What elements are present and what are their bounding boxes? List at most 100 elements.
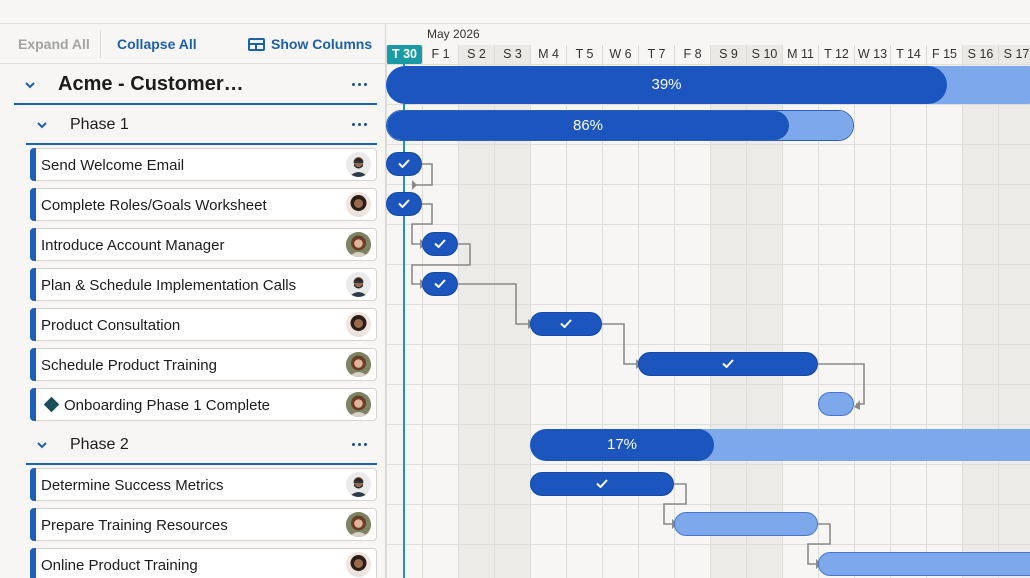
task-bar[interactable] <box>386 192 422 216</box>
task-card[interactable]: Online Product Training <box>30 548 377 578</box>
task-name: Schedule Product Training <box>41 357 217 374</box>
task-card[interactable]: Schedule Product Training <box>30 348 377 381</box>
task-name: Prepare Training Resources <box>41 517 228 534</box>
day-header: S 9 <box>710 45 746 64</box>
milestone-row[interactable]: Onboarding Phase 1 Complete <box>0 385 385 425</box>
task-list-panel: Expand All Collapse All Show Columns Acm… <box>0 24 386 578</box>
woman-redhead-avatar[interactable] <box>346 232 371 257</box>
chevron-down-icon[interactable] <box>36 439 48 451</box>
show-columns-button[interactable]: Show Columns <box>271 36 373 52</box>
day-gridline <box>746 64 747 578</box>
milestone-diamond-icon <box>43 396 60 413</box>
phase-title: Phase 2 <box>70 436 129 453</box>
woman-curly-avatar[interactable] <box>346 552 371 577</box>
day-gridline <box>818 64 819 578</box>
chevron-down-icon[interactable] <box>36 119 48 131</box>
day-header: T 12 <box>818 45 854 64</box>
woman-redhead-avatar[interactable] <box>346 352 371 377</box>
task-accent <box>30 348 36 381</box>
task-card[interactable]: Introduce Account Manager <box>30 228 377 261</box>
weekend-column <box>962 64 998 578</box>
expand-all-button[interactable]: Expand All <box>18 36 90 52</box>
task-row[interactable]: Product Consultation <box>0 305 385 345</box>
phase-row[interactable]: Phase 2 <box>0 425 385 465</box>
row-gridline <box>386 544 1030 545</box>
day-gridline <box>890 64 891 578</box>
man-glasses-avatar[interactable] <box>346 472 371 497</box>
task-row[interactable]: Complete Roles/Goals Worksheet <box>0 185 385 225</box>
woman-curly-avatar[interactable] <box>346 192 371 217</box>
day-gridline <box>710 64 711 578</box>
day-gridline <box>422 64 423 578</box>
task-bar[interactable] <box>674 512 818 536</box>
task-card[interactable]: Plan & Schedule Implementation Calls <box>30 268 377 301</box>
task-row[interactable]: Plan & Schedule Implementation Calls <box>0 265 385 305</box>
task-card[interactable]: Onboarding Phase 1 Complete <box>30 388 377 421</box>
task-card[interactable]: Send Welcome Email <box>30 148 377 181</box>
task-card[interactable]: Complete Roles/Goals Worksheet <box>30 188 377 221</box>
day-gridline <box>494 64 495 578</box>
milestone-bar[interactable] <box>818 392 854 416</box>
phase-summary-bar[interactable]: 17% <box>530 429 1030 461</box>
task-bar[interactable] <box>530 472 674 496</box>
task-bar[interactable] <box>530 312 602 336</box>
task-name: Determine Success Metrics <box>41 477 224 494</box>
task-accent <box>30 508 36 541</box>
summary-percent: 39% <box>651 76 682 93</box>
checkmark-icon <box>434 279 446 288</box>
day-header: S 3 <box>494 45 530 64</box>
day-gridline <box>782 64 783 578</box>
task-row[interactable]: Introduce Account Manager <box>0 225 385 265</box>
day-gridline <box>926 64 927 578</box>
weekend-column <box>746 64 782 578</box>
phase-summary-bar[interactable]: 86% <box>386 110 854 141</box>
phase-row[interactable]: Phase 1 <box>0 105 385 145</box>
day-header: S 10 <box>746 45 782 64</box>
woman-redhead-avatar[interactable] <box>346 512 371 537</box>
more-options-icon[interactable] <box>352 443 368 447</box>
chevron-down-icon[interactable] <box>24 79 36 91</box>
day-header: M 11 <box>782 45 818 64</box>
task-card[interactable]: Determine Success Metrics <box>30 468 377 501</box>
day-header: M 4 <box>530 45 566 64</box>
more-options-icon[interactable] <box>352 83 368 87</box>
task-bar[interactable] <box>638 352 818 376</box>
task-accent <box>30 148 36 181</box>
task-name: Introduce Account Manager <box>41 237 225 254</box>
summary-percent: 17% <box>606 436 638 453</box>
collapse-all-button[interactable]: Collapse All <box>117 36 197 52</box>
day-gridline <box>602 64 603 578</box>
columns-icon[interactable] <box>248 38 265 51</box>
row-gridline <box>386 184 1030 185</box>
task-name: Plan & Schedule Implementation Calls <box>41 277 297 294</box>
task-name: Product Consultation <box>41 317 181 334</box>
task-bar[interactable] <box>422 232 458 256</box>
task-name: Online Product Training <box>41 557 198 574</box>
task-row[interactable]: Prepare Training Resources <box>0 505 385 545</box>
woman-curly-avatar[interactable] <box>346 312 371 337</box>
task-row[interactable]: Determine Success Metrics <box>0 465 385 505</box>
task-row[interactable]: Send Welcome Email <box>0 145 385 185</box>
more-options-icon[interactable] <box>352 123 368 127</box>
project-summary-bar[interactable]: 39% <box>386 66 1030 104</box>
day-header: T 5 <box>566 45 602 64</box>
task-name: Complete Roles/Goals Worksheet <box>41 197 267 214</box>
woman-redhead-avatar[interactable] <box>346 392 371 417</box>
weekend-column <box>998 64 1030 578</box>
task-bar[interactable] <box>386 152 422 176</box>
task-row[interactable]: Schedule Product Training <box>0 345 385 385</box>
task-card[interactable]: Prepare Training Resources <box>30 508 377 541</box>
task-card[interactable]: Product Consultation <box>30 308 377 341</box>
man-glasses-avatar[interactable] <box>346 272 371 297</box>
task-row[interactable]: Online Product Training <box>0 545 385 578</box>
checkmark-icon <box>398 159 410 168</box>
day-header: T 14 <box>890 45 926 64</box>
project-row[interactable]: Acme - Customer… <box>0 65 385 105</box>
task-name: Send Welcome Email <box>41 157 185 174</box>
task-bar[interactable] <box>818 552 1030 576</box>
day-header: F 1 <box>422 45 458 64</box>
day-header: W 13 <box>854 45 890 64</box>
task-bar[interactable] <box>422 272 458 296</box>
man-glasses-avatar[interactable] <box>346 152 371 177</box>
